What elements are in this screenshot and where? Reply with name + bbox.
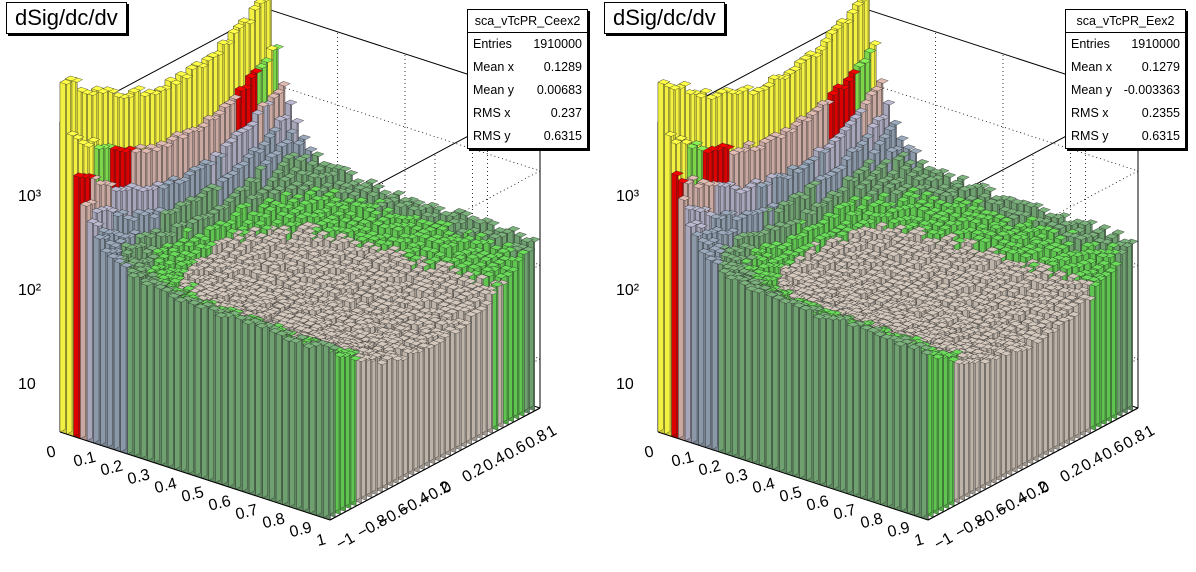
surface-bin — [262, 322, 275, 501]
surface-bin — [133, 272, 147, 459]
surface-bin — [181, 295, 194, 475]
x-tick-label: 1 — [315, 531, 328, 550]
x-tick-label: 0.8 — [261, 510, 287, 532]
x-tick-label: 0.6 — [805, 493, 831, 515]
stats-row-entries: Entries 1910000 — [473, 37, 582, 51]
surface-bin — [106, 253, 120, 450]
left-plot-svg: 0 0.1 0.2 0.3 0.4 0.5 0.6 0.7 0.8 0.9 1 −1−0.8−0.6−… — [18, 0, 560, 554]
surface-bin — [93, 234, 107, 446]
surface-bin — [86, 218, 100, 444]
stats-name: sca_vTcPR_Eex2 — [1066, 10, 1185, 33]
stats-row-mean-y: Mean y 0.00683 — [473, 83, 582, 97]
x-tick-label: 0 — [643, 443, 656, 462]
surface-bin — [228, 310, 242, 490]
z-tick-label: 10 — [18, 376, 36, 393]
x-tick-label: 0.1 — [72, 449, 98, 471]
stats-row-mean-y: Mean y -0.003363 — [1071, 83, 1180, 97]
stats-row-entries: Entries 1910000 — [1071, 37, 1180, 51]
surface-bin — [235, 314, 248, 492]
surface-bin — [66, 130, 80, 437]
x-tick-label: 0.7 — [832, 502, 858, 524]
z-tick-label: 10³ — [616, 188, 640, 205]
stats-row-rms-y: RMS y 0.6315 — [473, 129, 582, 143]
stats-box: sca_vTcPR_Ceex2 Entries 1910000 Mean x 0.1… — [467, 9, 588, 149]
stats-row-rms-x: RMS x 0.2355 — [1071, 106, 1180, 120]
surface-bin — [527, 236, 541, 412]
x-tick-label: 0.3 — [126, 466, 152, 488]
stats-box: sca_vTcPR_Eex2 Entries 1910000 Mean x 0.12… — [1065, 9, 1186, 149]
x-tick-label: 0.7 — [234, 502, 260, 524]
surface-bin — [140, 280, 154, 461]
right-pad: 0 0.1 0.2 0.3 0.4 0.5 0.6 0.7 0.8 0.9 1 −1 −0.8 −0.6−… — [598, 0, 1196, 572]
surface-bin — [1125, 238, 1139, 412]
x-tick-label: 0.3 — [724, 466, 750, 488]
x-tick-label: 0 — [45, 443, 58, 462]
surface-bin — [282, 336, 296, 508]
surface-bin — [127, 272, 140, 457]
stats-row-mean-x: Mean x 0.1289 — [473, 60, 582, 74]
surface-bin — [174, 296, 188, 472]
right-plot-svg: 0 0.1 0.2 0.3 0.4 0.5 0.6 0.7 0.8 0.9 1 −1−0.8−0.6−… — [616, 0, 1158, 554]
stats-row-mean-x: Mean x 0.1279 — [1071, 60, 1180, 74]
y-tick-label: −1 — [334, 530, 358, 554]
surface-bin — [221, 312, 235, 488]
z-tick-label: 10² — [18, 282, 42, 299]
surface-bins — [657, 0, 1139, 521]
x-tick-label: 0.6 — [207, 493, 233, 515]
stats-row-rms-y: RMS y 0.6315 — [1071, 129, 1180, 143]
left-pad: 0 0.1 0.2 0.3 0.4 0.5 0.6 0.7 0.8 0.9 1 −1 −0.8 −0.6−… — [6, 0, 588, 554]
x-tick-label: 0.4 — [153, 475, 179, 497]
z-tick-label: 10² — [616, 282, 640, 299]
x-tick-label: 0.5 — [778, 484, 804, 506]
z-tick-label: 10³ — [18, 188, 42, 205]
surface-bin — [154, 284, 167, 466]
plot-title: dSig/dc/dv — [6, 2, 127, 34]
surface-bins — [59, 0, 541, 521]
surface-bin — [59, 79, 73, 435]
surface-bin — [100, 247, 113, 448]
surface-bin — [201, 301, 215, 481]
z-tick-label: 10 — [616, 376, 634, 393]
x-tick-label: 0.5 — [180, 484, 206, 506]
surface-bin — [208, 305, 221, 483]
surface-bin — [309, 341, 323, 516]
x-tick-label: 0.2 — [99, 458, 125, 480]
x-tick-label: 1 — [913, 531, 926, 550]
surface-bin — [302, 343, 316, 514]
x-tick-label: 0.8 — [859, 510, 885, 532]
x-tick-label: 0.9 — [886, 519, 912, 541]
surface-bin — [289, 337, 302, 510]
surface-bin — [79, 201, 93, 442]
y-tick-label: −1 — [932, 530, 956, 554]
stats-name: sca_vTcPR_Ceex2 — [468, 10, 587, 33]
x-tick-label: 0.2 — [697, 458, 723, 480]
x-tick-label: 0.9 — [288, 519, 314, 541]
plot-title: dSig/dc/dv — [604, 2, 725, 34]
surface-bin — [160, 286, 174, 468]
surface-bin — [241, 319, 255, 494]
x-tick-label: 0.4 — [751, 475, 777, 497]
x-tick-label: 0.1 — [670, 449, 696, 471]
stats-row-rms-x: RMS x 0.237 — [473, 106, 582, 120]
